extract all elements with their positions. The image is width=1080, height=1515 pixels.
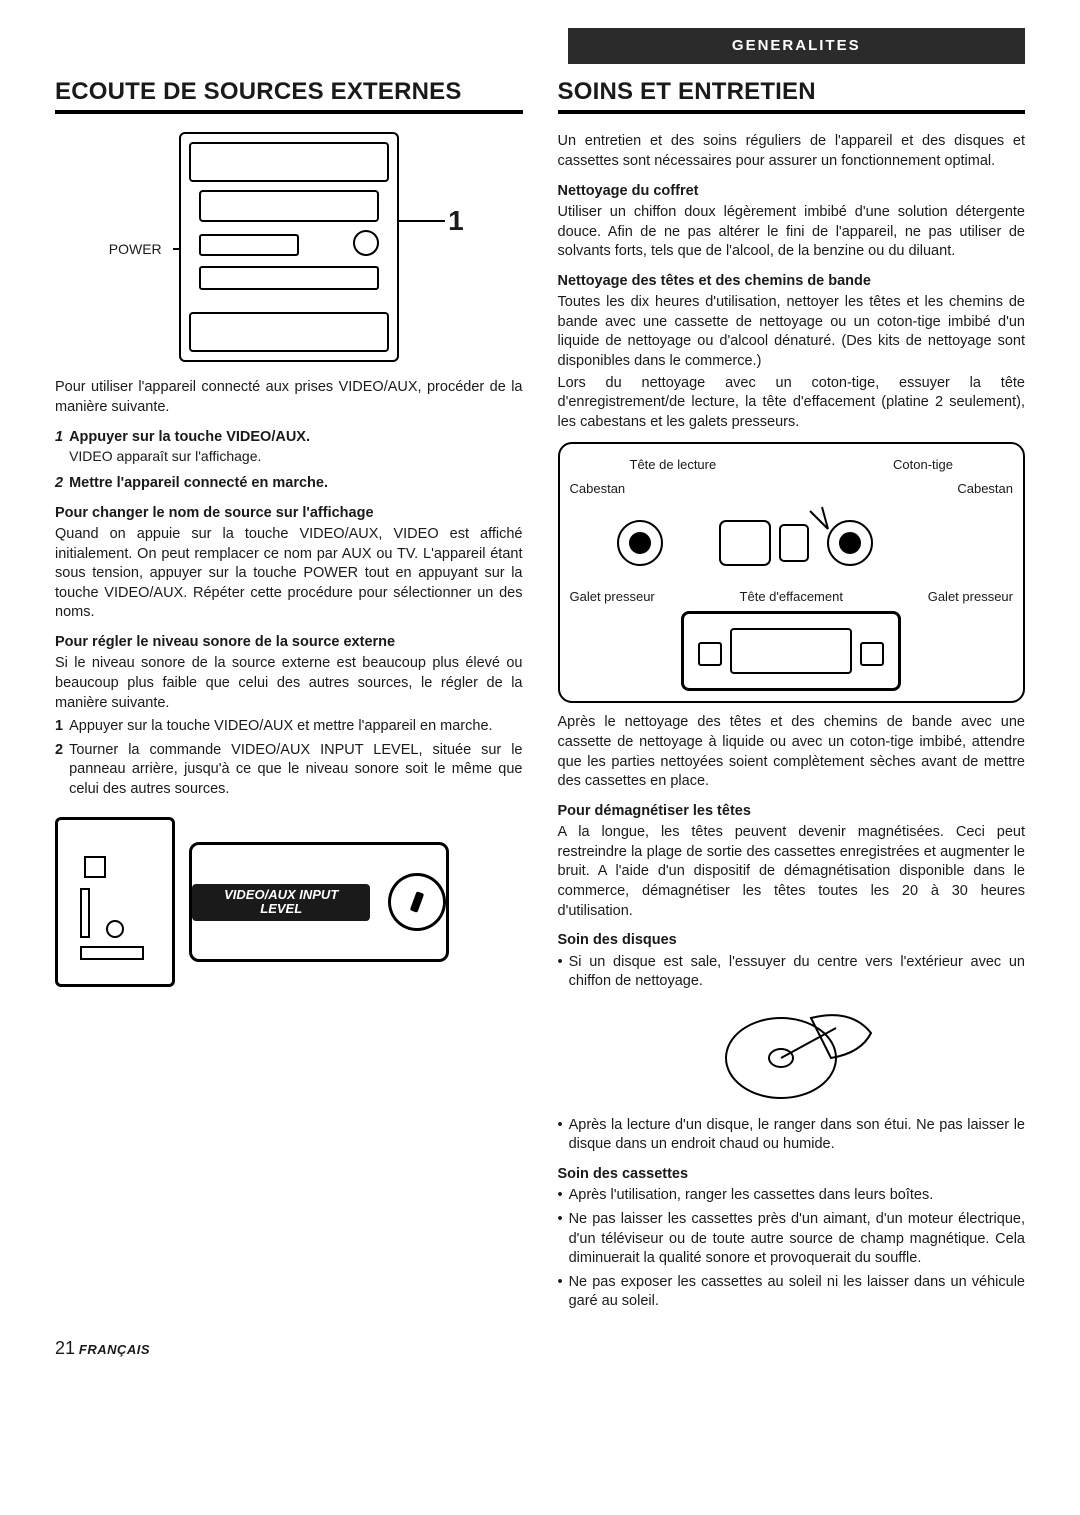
knob-label-text: VIDEO/AUX INPUT LEVEL xyxy=(224,887,338,916)
demag-body: A la longue, les têtes peuvent devenir m… xyxy=(558,823,1026,921)
disc-item-1: •Si un disque est sale, l'essuyer du cen… xyxy=(558,953,1026,992)
bullet-icon: • xyxy=(558,1186,563,1206)
step-1: 1 Appuyer sur la touche VIDEO/AUX. VIDEO… xyxy=(55,428,523,466)
step-2-head: Mettre l'appareil connecté en marche. xyxy=(69,474,328,494)
disc-list: •Si un disque est sale, l'essuyer du cen… xyxy=(558,953,1026,992)
step-2-body: Mettre l'appareil connecté en marche. xyxy=(69,474,328,494)
level-step-1: 1 Appuyer sur la touche VIDEO/AUX et met… xyxy=(55,717,523,737)
left-title: ECOUTE DE SOURCES EXTERNES xyxy=(55,76,523,114)
top-left-spacer xyxy=(55,20,523,64)
stereo-buttons-row xyxy=(199,266,379,290)
top-row: GENERALITES xyxy=(55,20,1025,64)
diagram-row-top: Tête de lecture Coton-tige xyxy=(570,456,1014,474)
stereo-knob-1 xyxy=(353,230,379,256)
level-step-1-n: 1 xyxy=(55,717,63,737)
footer: 21 FRANÇAIS xyxy=(55,1336,1025,1360)
label-tete-lecture: Tête de lecture xyxy=(630,456,717,474)
label-cabestan-r: Cabestan xyxy=(957,480,1013,498)
head-mech-svg xyxy=(570,503,1014,583)
bullet-icon: • xyxy=(558,1273,563,1312)
step-1-body: Appuyer sur la touche VIDEO/AUX. VIDEO a… xyxy=(69,428,310,466)
knob-label: VIDEO/AUX INPUT LEVEL xyxy=(192,884,370,921)
cass-item-2: •Ne pas laisser les cassettes près d'un … xyxy=(558,1210,1026,1269)
diagram-row-cabestan: Cabestan Cabestan xyxy=(570,480,1014,498)
left-intro: Pour utiliser l'appareil connecté aux pr… xyxy=(55,378,523,417)
level-step-2-t: Tourner la commande VIDEO/AUX INPUT LEVE… xyxy=(69,741,522,800)
one-leader-line xyxy=(399,220,445,222)
step-2-num: 2 xyxy=(55,474,63,494)
content-columns: ECOUTE DE SOURCES EXTERNES POWER 1 Pour … xyxy=(55,76,1025,1316)
bullet-icon: • xyxy=(558,1210,563,1269)
level-step-1-t: Appuyer sur la touche VIDEO/AUX et mettr… xyxy=(69,717,492,737)
stereo-illustration: POWER 1 xyxy=(119,132,459,362)
head-diagram: Tête de lecture Coton-tige Cabestan Cabe… xyxy=(558,442,1026,703)
step-2: 2 Mettre l'appareil connecté en marche. xyxy=(55,474,523,494)
level-intro: Si le niveau sonore de la source externe… xyxy=(55,654,523,713)
disc-item-2: •Après la lecture d'un disque, le ranger… xyxy=(558,1116,1026,1155)
power-label: POWER xyxy=(109,240,162,259)
one-label: 1 xyxy=(448,202,464,240)
level-head: Pour régler le niveau sonore de la sourc… xyxy=(55,633,523,653)
bullet-icon: • xyxy=(558,953,563,992)
clean-heads-body1: Toutes les dix heures d'utilisation, net… xyxy=(558,293,1026,371)
stereo-box-drawing xyxy=(179,132,399,362)
footer-lang: FRANÇAIS xyxy=(79,1342,150,1357)
disc-wipe-illustration xyxy=(701,998,881,1108)
knob-panel: VIDEO/AUX INPUT LEVEL xyxy=(189,842,449,962)
label-galet-r: Galet presseur xyxy=(928,588,1013,606)
cass-head: Soin des cassettes xyxy=(558,1165,1026,1185)
disc-item-2-t: Après la lecture d'un disque, le ranger … xyxy=(569,1116,1025,1155)
label-galet-l: Galet presseur xyxy=(570,588,655,606)
cass-item-3: •Ne pas exposer les cassettes au soleil … xyxy=(558,1273,1026,1312)
label-coton: Coton-tige xyxy=(893,456,953,474)
clean-heads-body2: Lors du nettoyage avec un coton-tige, es… xyxy=(558,374,1026,433)
cass-item-3-t: Ne pas exposer les cassettes au soleil n… xyxy=(569,1273,1025,1312)
after-clean: Après le nettoyage des têtes et des chem… xyxy=(558,713,1026,791)
stereo-cassette-slot xyxy=(199,234,299,256)
label-tete-eff: Tête d'effacement xyxy=(740,588,843,606)
step-1-num: 1 xyxy=(55,428,63,466)
level-steps: 1 Appuyer sur la touche VIDEO/AUX et met… xyxy=(55,717,523,799)
page-number: 21 xyxy=(55,1338,75,1358)
back-unit-drawing xyxy=(55,817,175,987)
left-column: ECOUTE DE SOURCES EXTERNES POWER 1 Pour … xyxy=(55,76,523,1316)
cassette-mini-drawing xyxy=(681,611,901,691)
disc-item-1-t: Si un disque est sale, l'essuyer du cent… xyxy=(569,953,1025,992)
cass-list: • Après l'utilisation, ranger les cassett… xyxy=(558,1186,1026,1311)
cass-item-2-t: Ne pas laisser les cassettes près d'un a… xyxy=(569,1210,1025,1269)
cassette-window xyxy=(730,628,852,674)
back-unit-port xyxy=(80,888,90,938)
step-1-head: Appuyer sur la touche VIDEO/AUX. xyxy=(69,428,310,448)
level-step-2-n: 2 xyxy=(55,741,63,800)
cass-item-1: • Après l'utilisation, ranger les cassett… xyxy=(558,1186,1026,1206)
back-panel-illustration: VIDEO/AUX INPUT LEVEL xyxy=(55,817,523,987)
banner-generalites: GENERALITES xyxy=(568,28,1026,64)
right-title: SOINS ET ENTRETIEN xyxy=(558,76,1026,114)
left-steps: 1 Appuyer sur la touche VIDEO/AUX. VIDEO… xyxy=(55,428,523,494)
right-intro: Un entretien et des soins réguliers de l… xyxy=(558,132,1026,171)
bullet-icon: • xyxy=(558,1116,563,1155)
clean-heads-head: Nettoyage des têtes et des chemins de ba… xyxy=(558,272,1026,292)
change-body: Quand on appuie sur la touche VIDEO/AUX,… xyxy=(55,525,523,623)
level-step-2: 2 Tourner la commande VIDEO/AUX INPUT LE… xyxy=(55,741,523,800)
disc-head: Soin des disques xyxy=(558,931,1026,951)
change-head: Pour changer le nom de source sur l'affi… xyxy=(55,504,523,524)
back-unit-circle xyxy=(106,920,124,938)
clean-cab-head: Nettoyage du coffret xyxy=(558,182,1026,202)
step-1-sub: VIDEO apparaît sur l'affichage. xyxy=(69,447,310,466)
stereo-display xyxy=(199,190,379,222)
diagram-row-bottom: Galet presseur Tête d'effacement Galet p… xyxy=(570,588,1014,606)
knob-icon xyxy=(388,873,446,931)
top-right-banner-wrap: GENERALITES xyxy=(558,28,1026,64)
demag-head: Pour démagnétiser les têtes xyxy=(558,802,1026,822)
clean-cab-body: Utiliser un chiffon doux légèrement imbi… xyxy=(558,203,1026,262)
disc-list-2: •Après la lecture d'un disque, le ranger… xyxy=(558,1116,1026,1155)
right-column: SOINS ET ENTRETIEN Un entretien et des s… xyxy=(558,76,1026,1316)
label-cabestan-l: Cabestan xyxy=(570,480,626,498)
cass-item-1-t: Après l'utilisation, ranger les cassette… xyxy=(569,1186,934,1206)
